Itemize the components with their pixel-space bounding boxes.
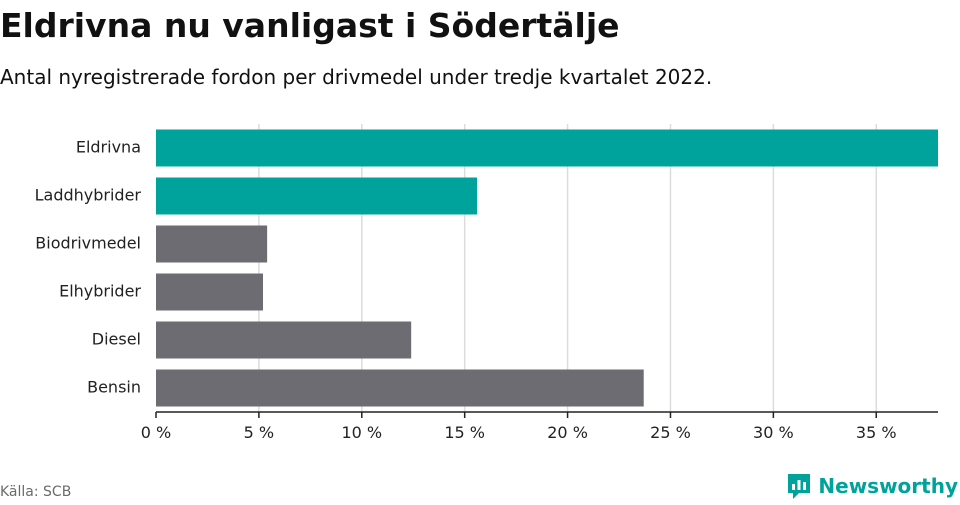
bar-eldrivna — [156, 129, 938, 167]
bar-diesel — [156, 321, 412, 359]
x-tick-label: 25 % — [650, 423, 691, 442]
brand-logo: Newsworthy — [786, 472, 958, 500]
bar-biodrivmedel — [156, 225, 268, 263]
grid-lines — [258, 124, 878, 412]
category-label: Biodrivmedel — [35, 234, 141, 253]
bar-laddhybrider — [156, 177, 478, 215]
x-tick-label: 15 % — [444, 423, 485, 442]
x-tick-label: 35 % — [856, 423, 897, 442]
bar-elhybrider — [156, 273, 264, 311]
category-label: Diesel — [92, 330, 141, 349]
category-label: Elhybrider — [59, 282, 141, 301]
category-labels: Eldrivna Laddhybrider Biodrivmedel Elhybrid… — [35, 138, 142, 397]
bars — [156, 129, 938, 407]
bar-chart: 0 % 5 % 10 % 15 % 20 % 25 % 30 % 35 % Eldrivna L… — [35, 124, 938, 442]
source-note: Källa: SCB — [0, 484, 72, 500]
x-tick-label: 20 % — [547, 423, 588, 442]
x-tick-label: 10 % — [341, 423, 382, 442]
x-axis: 0 % 5 % 10 % 15 % 20 % 25 % 30 % 35 % — [141, 411, 938, 442]
x-tick-label: 30 % — [753, 423, 794, 442]
brand-name: Newsworthy — [818, 474, 958, 498]
chart-title: Eldrivna nu vanligast i Södertälje — [0, 6, 620, 45]
chart-subtitle: Antal nyregistrerade fordon per drivmede… — [0, 65, 713, 89]
x-tick-label: 5 % — [244, 423, 274, 442]
category-label: Eldrivna — [76, 138, 141, 157]
bar-bensin — [156, 369, 644, 407]
x-tick-label: 0 % — [141, 423, 171, 442]
category-label: Bensin — [87, 378, 141, 397]
category-label: Laddhybrider — [35, 186, 142, 205]
newsworthy-logo-icon — [788, 474, 811, 499]
